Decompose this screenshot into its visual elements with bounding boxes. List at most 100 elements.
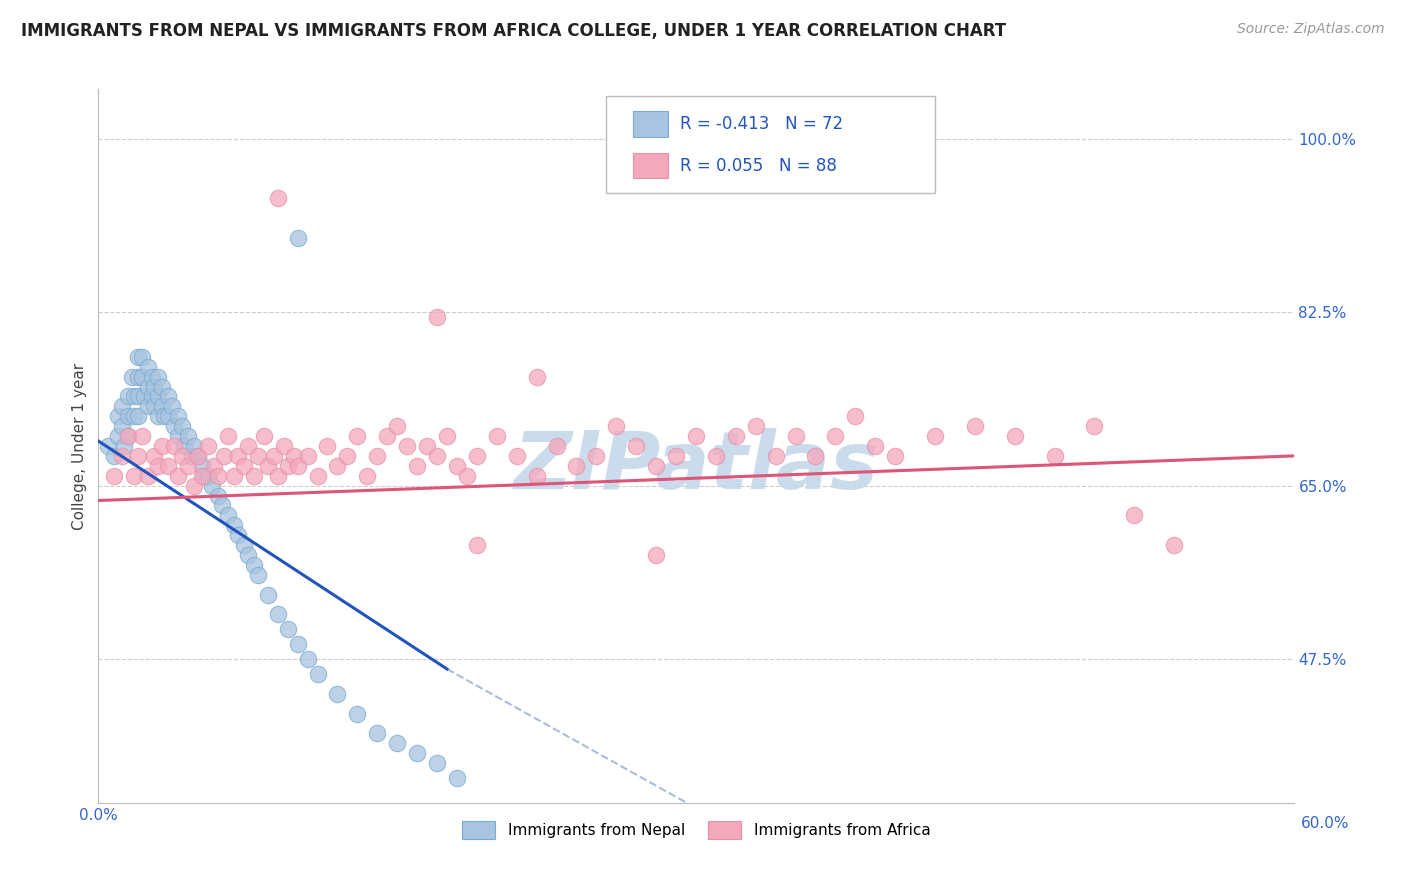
Point	[326, 458, 349, 473]
Text: IMMIGRANTS FROM NEPAL VS IMMIGRANTS FROM AFRICA COLLEGE, UNDER 1 YEAR CORRELATIO: IMMIGRANTS FROM NEPAL VS IMMIGRANTS FROM…	[21, 22, 1007, 40]
Point	[187, 449, 209, 463]
Point	[222, 518, 245, 533]
Point	[645, 458, 668, 473]
Point	[1163, 538, 1185, 552]
Point	[277, 623, 299, 637]
Text: R = 0.055   N = 88: R = 0.055 N = 88	[681, 157, 838, 175]
Point	[157, 389, 180, 403]
Point	[111, 419, 134, 434]
Point	[287, 637, 309, 651]
Point	[127, 389, 149, 403]
Point	[724, 429, 747, 443]
Point	[131, 429, 153, 443]
Point	[183, 478, 205, 492]
Point	[191, 458, 214, 473]
Point	[307, 468, 329, 483]
Point	[326, 687, 349, 701]
Point	[107, 409, 129, 424]
Point	[131, 369, 153, 384]
Point	[103, 468, 125, 483]
Point	[446, 771, 468, 785]
Point	[111, 400, 134, 414]
Point	[865, 439, 887, 453]
Point	[197, 468, 219, 483]
Point	[243, 468, 266, 483]
Point	[167, 468, 190, 483]
Point	[217, 508, 239, 523]
Point	[148, 369, 170, 384]
Point	[236, 439, 259, 453]
Point	[207, 468, 229, 483]
Point	[173, 439, 195, 453]
Text: R = -0.413   N = 72: R = -0.413 N = 72	[681, 115, 844, 133]
Point	[406, 746, 429, 760]
Point	[111, 449, 134, 463]
FancyBboxPatch shape	[633, 112, 668, 137]
Point	[181, 449, 204, 463]
Point	[183, 439, 205, 453]
Point	[141, 369, 163, 384]
Point	[356, 468, 378, 483]
Point	[416, 439, 439, 453]
Point	[605, 419, 627, 434]
Point	[963, 419, 986, 434]
Point	[546, 439, 568, 453]
Point	[143, 400, 166, 414]
Point	[187, 449, 209, 463]
Point	[163, 419, 186, 434]
Point	[665, 449, 688, 463]
Point	[446, 458, 468, 473]
Legend: Immigrants from Nepal, Immigrants from Africa: Immigrants from Nepal, Immigrants from A…	[456, 815, 936, 845]
Point	[207, 489, 229, 503]
Point	[124, 389, 146, 403]
Point	[804, 449, 827, 463]
Point	[112, 439, 135, 453]
Point	[127, 409, 149, 424]
Point	[283, 449, 305, 463]
Point	[117, 409, 139, 424]
Point	[585, 449, 607, 463]
Point	[396, 439, 419, 453]
Point	[745, 419, 768, 434]
Point	[177, 429, 200, 443]
Point	[107, 429, 129, 443]
Text: 60.0%: 60.0%	[1301, 816, 1348, 830]
Point	[148, 409, 170, 424]
Point	[172, 449, 194, 463]
Point	[506, 449, 529, 463]
Point	[1083, 419, 1105, 434]
Point	[202, 458, 225, 473]
Point	[256, 588, 278, 602]
Point	[1123, 508, 1146, 523]
Point	[172, 419, 194, 434]
Point	[1004, 429, 1026, 443]
Point	[366, 726, 388, 740]
Point	[406, 458, 429, 473]
Point	[157, 458, 180, 473]
Point	[143, 379, 166, 393]
Point	[263, 449, 285, 463]
Point	[121, 369, 143, 384]
Point	[131, 350, 153, 364]
Point	[336, 449, 359, 463]
Point	[212, 449, 235, 463]
Point	[297, 449, 319, 463]
Point	[844, 409, 866, 424]
Point	[267, 607, 290, 622]
Point	[136, 359, 159, 374]
Point	[465, 538, 488, 552]
Point	[277, 458, 299, 473]
Point	[197, 439, 219, 453]
Point	[150, 400, 173, 414]
Point	[217, 429, 239, 443]
Point	[136, 379, 159, 393]
Point	[141, 389, 163, 403]
Point	[177, 458, 200, 473]
Point	[485, 429, 508, 443]
Point	[153, 409, 176, 424]
Point	[1043, 449, 1066, 463]
Point	[273, 439, 295, 453]
Point	[103, 449, 125, 463]
Point	[526, 468, 548, 483]
Point	[426, 310, 449, 325]
